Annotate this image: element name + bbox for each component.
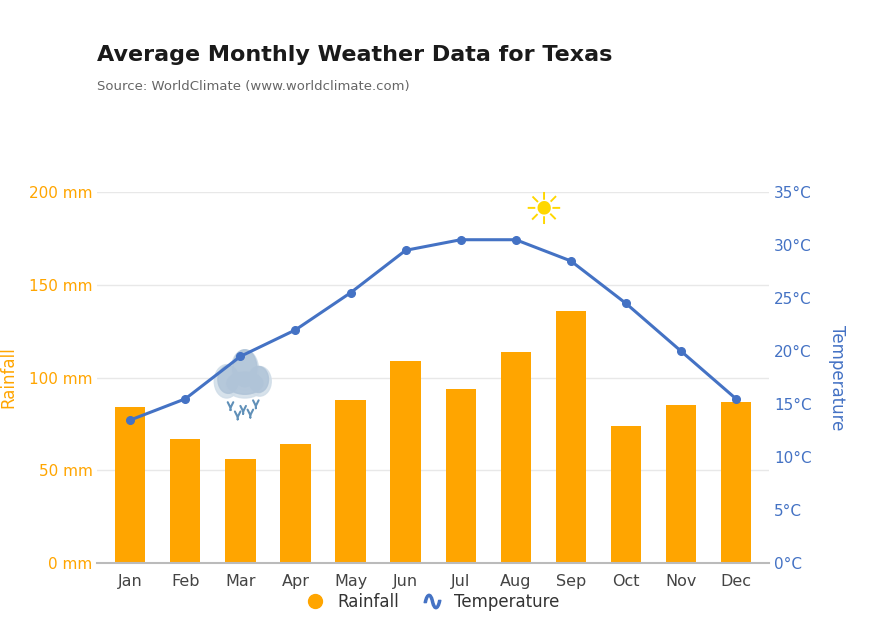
Ellipse shape — [217, 365, 239, 394]
Ellipse shape — [227, 372, 263, 394]
Ellipse shape — [232, 349, 257, 387]
Bar — [720, 402, 751, 563]
Y-axis label: Rainfall: Rainfall — [0, 347, 18, 408]
Bar — [335, 400, 366, 563]
Y-axis label: Temperature: Temperature — [828, 325, 846, 430]
Bar — [115, 407, 146, 563]
Text: Source: WorldClimate (www.worldclimate.com): Source: WorldClimate (www.worldclimate.c… — [97, 80, 410, 93]
Ellipse shape — [225, 372, 264, 398]
Ellipse shape — [248, 367, 269, 392]
Bar — [446, 388, 476, 563]
Text: Average Monthly Weather Data for Texas: Average Monthly Weather Data for Texas — [97, 45, 613, 65]
Bar — [611, 426, 641, 563]
Bar — [500, 351, 531, 563]
Ellipse shape — [214, 365, 239, 398]
Legend: Rainfall, Temperature: Rainfall, Temperature — [299, 585, 568, 620]
Bar — [556, 311, 586, 563]
Ellipse shape — [248, 367, 271, 396]
Bar — [171, 439, 201, 563]
Text: ☀: ☀ — [523, 189, 563, 232]
Bar — [391, 361, 421, 563]
Bar — [666, 406, 696, 563]
Bar — [225, 460, 255, 563]
Ellipse shape — [231, 349, 259, 390]
Bar — [280, 444, 310, 563]
